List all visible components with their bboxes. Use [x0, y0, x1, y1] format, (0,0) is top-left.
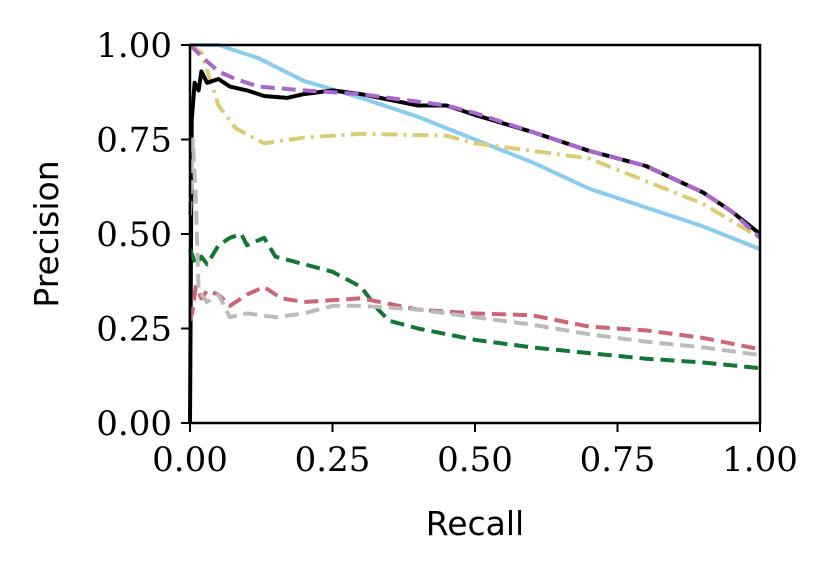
plot-frame — [188, 43, 762, 425]
y-tick-label: 0.75 — [96, 121, 172, 161]
y-axis-ticks: 0.00 0.25 0.50 0.75 1.00 — [96, 26, 190, 444]
series-line-5 — [188, 232, 761, 371]
x-axis-ticks: 0.00 0.25 0.50 0.75 1.00 — [152, 423, 798, 480]
y-tick-label: 0.50 — [96, 215, 172, 255]
series-line-3 — [188, 69, 762, 424]
series-line-1 — [190, 43, 761, 251]
plot-lines — [188, 43, 762, 424]
series-line-6 — [188, 284, 761, 352]
series-line-7 — [188, 137, 761, 357]
x-axis-label: Recall — [426, 504, 524, 543]
x-tick-label: 0.75 — [580, 440, 656, 480]
x-tick-label: 0.50 — [437, 440, 513, 480]
y-tick-label: 1.00 — [96, 26, 172, 66]
x-tick-label: 1.00 — [722, 440, 798, 480]
y-tick-label: 0.00 — [96, 404, 172, 444]
series-line-2 — [188, 43, 762, 240]
y-axis-label: Precision — [27, 160, 66, 307]
series-line-4 — [188, 43, 762, 240]
x-tick-label: 0.25 — [295, 440, 371, 480]
x-tick-label: 0.00 — [152, 440, 228, 480]
y-tick-label: 0.25 — [96, 310, 172, 350]
